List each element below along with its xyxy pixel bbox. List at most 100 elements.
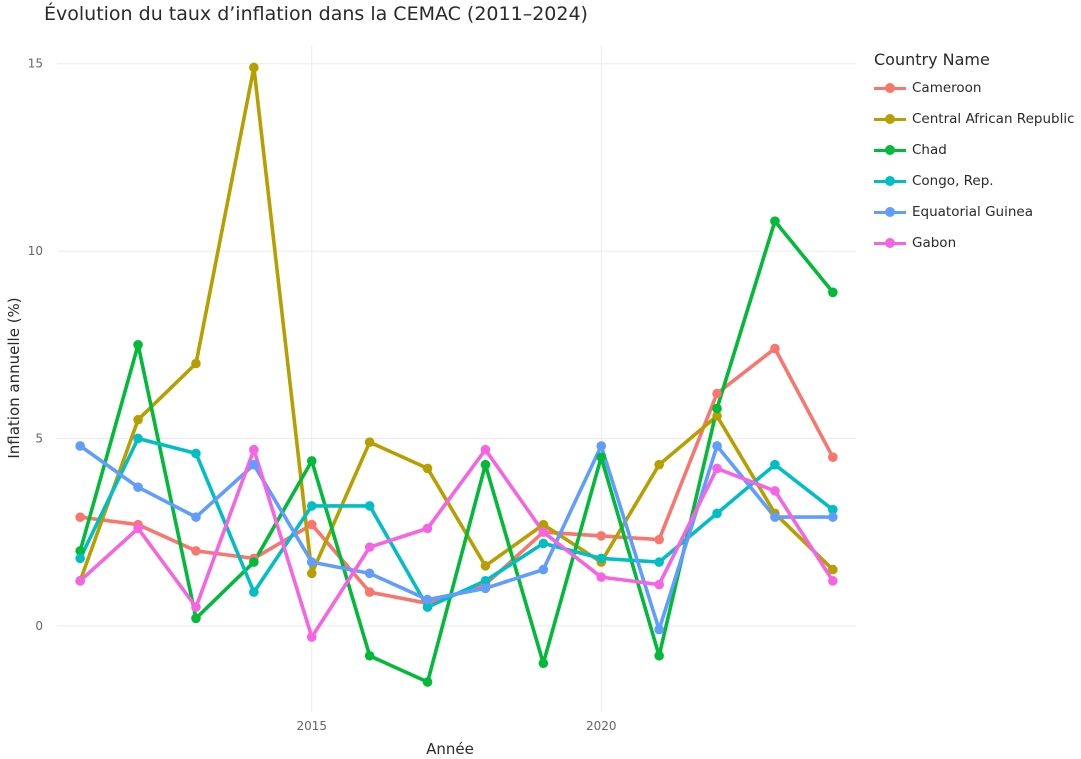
data-point-gabon[interactable] bbox=[249, 444, 259, 455]
data-point-congo-rep[interactable] bbox=[75, 553, 85, 564]
data-point-equatorial-guinea[interactable] bbox=[191, 512, 201, 522]
data-point-equatorial-guinea[interactable] bbox=[364, 568, 375, 579]
data-point-equatorial-guinea[interactable] bbox=[596, 441, 607, 451]
data-point-congo-rep[interactable] bbox=[422, 602, 433, 612]
data-point-equatorial-guinea[interactable] bbox=[133, 482, 143, 492]
data-point-gabon[interactable] bbox=[75, 576, 85, 586]
series-line-gabon[interactable] bbox=[78, 447, 835, 639]
y-tick-label: 10 bbox=[28, 244, 43, 258]
data-point-gabon[interactable] bbox=[306, 632, 317, 642]
series-line-equatorial-guinea[interactable] bbox=[79, 444, 833, 632]
data-point-chad[interactable] bbox=[654, 650, 664, 661]
data-point-gabon[interactable] bbox=[133, 523, 143, 534]
data-point-gabon[interactable] bbox=[654, 579, 664, 590]
data-point-congo-rep[interactable] bbox=[306, 501, 317, 511]
y-axis-label: Inflation annuelle (%) bbox=[5, 297, 23, 458]
data-point-congo-rep[interactable] bbox=[654, 557, 664, 567]
data-point-cameroon[interactable] bbox=[828, 452, 838, 462]
data-point-equatorial-guinea[interactable] bbox=[828, 512, 838, 522]
legend-title: Country Name bbox=[874, 50, 990, 69]
data-point-equatorial-guinea[interactable] bbox=[75, 441, 85, 451]
data-point-equatorial-guinea[interactable] bbox=[538, 564, 549, 575]
data-point-congo-rep[interactable] bbox=[596, 553, 607, 564]
data-point-congo-rep[interactable] bbox=[191, 448, 201, 459]
data-point-gabon[interactable] bbox=[596, 572, 607, 582]
data-point-chad[interactable] bbox=[75, 546, 85, 556]
data-point-gabon[interactable] bbox=[770, 486, 780, 496]
data-point-gabon[interactable] bbox=[712, 463, 722, 474]
series-lines bbox=[78, 65, 835, 684]
series-line-central-african-republic[interactable] bbox=[78, 65, 835, 582]
data-point-cameroon[interactable] bbox=[364, 587, 375, 597]
series-line-congo-rep[interactable] bbox=[78, 436, 834, 609]
data-point-cameroon[interactable] bbox=[75, 512, 85, 522]
data-point-gabon[interactable] bbox=[364, 542, 375, 552]
data-point-congo-rep[interactable] bbox=[364, 501, 375, 511]
data-point-congo-rep[interactable] bbox=[133, 433, 143, 444]
legend-item-chad[interactable]: Chad bbox=[874, 134, 1075, 165]
data-point-gabon[interactable] bbox=[191, 602, 201, 612]
series-line-cameroon[interactable] bbox=[79, 346, 835, 606]
legend-swatch bbox=[874, 237, 906, 249]
data-point-central-african-republic[interactable] bbox=[249, 62, 259, 73]
data-point-cameroon[interactable] bbox=[712, 388, 722, 399]
data-point-equatorial-guinea[interactable] bbox=[422, 594, 433, 605]
data-point-chad[interactable] bbox=[712, 403, 722, 414]
data-point-central-african-republic[interactable] bbox=[306, 568, 317, 579]
data-point-central-african-republic[interactable] bbox=[422, 463, 433, 474]
data-point-chad[interactable] bbox=[596, 452, 607, 462]
data-point-chad[interactable] bbox=[249, 557, 259, 567]
legend-item-central-african-republic[interactable]: Central African Republic bbox=[874, 103, 1075, 134]
data-point-central-african-republic[interactable] bbox=[133, 414, 143, 425]
data-point-equatorial-guinea[interactable] bbox=[306, 557, 317, 567]
data-point-equatorial-guinea[interactable] bbox=[249, 459, 259, 470]
data-point-chad[interactable] bbox=[306, 456, 317, 466]
legend-item-equatorial-guinea[interactable]: Equatorial Guinea bbox=[874, 196, 1075, 227]
data-point-central-african-republic[interactable] bbox=[191, 358, 201, 369]
legend-item-gabon[interactable]: Gabon bbox=[874, 227, 1075, 258]
data-point-chad[interactable] bbox=[133, 339, 143, 350]
legend-label: Equatorial Guinea bbox=[912, 203, 1033, 220]
y-tick-labels: 0 5 10 15 bbox=[28, 57, 43, 633]
data-point-gabon[interactable] bbox=[538, 527, 549, 537]
data-point-chad[interactable] bbox=[422, 677, 433, 687]
data-point-cameroon[interactable] bbox=[306, 519, 317, 530]
data-point-congo-rep[interactable] bbox=[712, 508, 722, 519]
data-point-gabon[interactable] bbox=[422, 523, 433, 534]
data-point-congo-rep[interactable] bbox=[538, 538, 549, 549]
legend-item-congo-rep[interactable]: Congo, Rep. bbox=[874, 165, 1075, 196]
data-point-chad[interactable] bbox=[770, 216, 780, 226]
data-point-cameroon[interactable] bbox=[596, 531, 607, 541]
data-point-central-african-republic[interactable] bbox=[712, 411, 722, 421]
data-point-congo-rep[interactable] bbox=[480, 576, 491, 586]
data-point-chad[interactable] bbox=[191, 613, 201, 624]
data-point-equatorial-guinea[interactable] bbox=[654, 624, 664, 635]
data-point-chad[interactable] bbox=[480, 459, 491, 470]
data-point-central-african-republic[interactable] bbox=[480, 561, 491, 571]
chart-title: Évolution du taux d’inflation dans la CE… bbox=[44, 3, 588, 25]
data-point-cameroon[interactable] bbox=[191, 546, 201, 556]
data-point-congo-rep[interactable] bbox=[770, 459, 780, 470]
data-point-equatorial-guinea[interactable] bbox=[712, 441, 722, 451]
series-line-chad[interactable] bbox=[78, 219, 835, 684]
legend-item-cameroon[interactable]: Cameroon bbox=[874, 72, 1075, 103]
data-point-central-african-republic[interactable] bbox=[654, 459, 664, 470]
data-point-equatorial-guinea[interactable] bbox=[480, 583, 491, 594]
x-tick-label: 2020 bbox=[586, 719, 617, 733]
data-point-equatorial-guinea[interactable] bbox=[770, 512, 780, 522]
data-point-central-african-republic[interactable] bbox=[828, 564, 838, 575]
y-tick-label: 15 bbox=[28, 57, 43, 71]
data-point-gabon[interactable] bbox=[480, 444, 491, 455]
data-point-congo-rep[interactable] bbox=[249, 587, 259, 597]
data-point-central-african-republic[interactable] bbox=[364, 437, 375, 448]
data-point-central-african-republic[interactable] bbox=[538, 519, 549, 530]
data-point-chad[interactable] bbox=[538, 658, 549, 669]
data-point-cameroon[interactable] bbox=[770, 343, 780, 354]
legend: Country Name Cameroon Central African Rep… bbox=[874, 50, 1075, 258]
data-point-chad[interactable] bbox=[364, 650, 375, 661]
data-point-congo-rep[interactable] bbox=[828, 504, 838, 515]
data-point-gabon[interactable] bbox=[828, 576, 838, 586]
data-point-chad[interactable] bbox=[828, 287, 838, 298]
x-tick-labels: 2015 2020 bbox=[296, 719, 616, 733]
data-point-cameroon[interactable] bbox=[654, 534, 664, 545]
